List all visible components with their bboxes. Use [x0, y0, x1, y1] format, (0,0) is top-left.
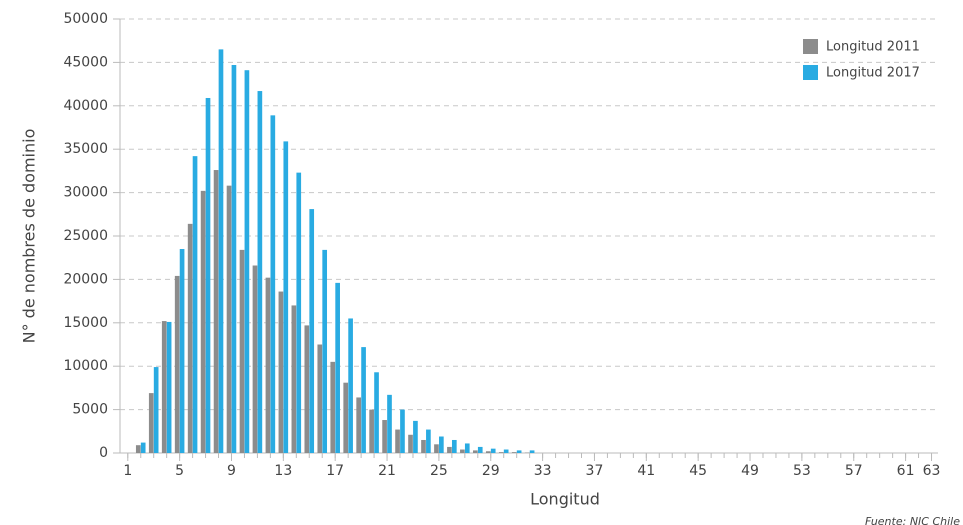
- bar: [498, 452, 504, 453]
- bar: [187, 223, 193, 453]
- bar: [283, 141, 289, 453]
- bar: [426, 429, 431, 453]
- y-tick-label: 10000: [63, 358, 108, 374]
- bar: [447, 446, 452, 453]
- x-tick-label: 5: [175, 463, 184, 479]
- bar: [135, 445, 141, 453]
- x-tick-label: 1: [123, 463, 132, 479]
- bar: [439, 436, 444, 453]
- bar: [244, 70, 250, 453]
- bar: [451, 439, 457, 453]
- x-tick-label: 41: [637, 463, 655, 479]
- bar: [218, 49, 224, 453]
- bar: [369, 409, 374, 453]
- bar: [166, 321, 172, 453]
- bar: [174, 275, 180, 453]
- bar: [460, 449, 465, 453]
- y-tick-label: 25000: [63, 228, 108, 244]
- bar: [434, 444, 439, 453]
- bar: [148, 393, 154, 453]
- bar: [348, 318, 353, 453]
- bar: [200, 190, 206, 453]
- legend-swatch: [803, 65, 818, 80]
- x-tick-label: 33: [534, 463, 552, 479]
- y-tick-label: 30000: [63, 185, 108, 201]
- bar: [252, 265, 258, 453]
- y-tick-label: 5000: [72, 402, 108, 418]
- x-tick-label: 57: [845, 463, 863, 479]
- bar: [265, 277, 271, 453]
- bar: [400, 409, 405, 453]
- bar: [413, 420, 418, 453]
- bar: [382, 420, 387, 453]
- y-tick-label: 0: [99, 445, 108, 461]
- bar: [291, 305, 297, 453]
- y-tick-label: 45000: [63, 54, 108, 70]
- bar: [356, 397, 362, 453]
- x-tick-label: 9: [227, 463, 236, 479]
- y-tick-label: 40000: [63, 98, 108, 114]
- y-tick-label: 35000: [63, 141, 108, 157]
- bar: [464, 443, 470, 453]
- bar: [153, 367, 159, 453]
- x-tick-label: 13: [274, 463, 292, 479]
- y-tick-label: 50000: [63, 11, 108, 27]
- bar: [205, 97, 211, 453]
- x-axis-title: Longitud: [530, 490, 600, 509]
- bar: [473, 450, 478, 453]
- bar: [503, 449, 509, 453]
- x-tick-label: 29: [482, 463, 500, 479]
- bar: [226, 185, 232, 453]
- x-tick-label: 63: [923, 463, 941, 479]
- x-tick-label: 61: [897, 463, 915, 479]
- bar: [192, 156, 198, 454]
- bar: [296, 172, 302, 454]
- bar: [335, 282, 340, 453]
- bar: [387, 394, 392, 453]
- legend-label: Longitud 2011: [826, 40, 920, 55]
- bar: [485, 451, 491, 453]
- y-tick-label: 20000: [63, 271, 108, 287]
- bar: [278, 291, 284, 453]
- legend-label: Longitud 2017: [826, 66, 920, 81]
- bar: [140, 442, 146, 453]
- bar: [231, 65, 237, 453]
- legend-swatch: [803, 39, 818, 54]
- bar: [421, 439, 426, 453]
- bar: [343, 382, 349, 453]
- bar: [408, 434, 413, 453]
- y-axis-title: N° de nombres de dominio: [20, 129, 39, 344]
- bar: [322, 249, 328, 453]
- x-tick-label: 25: [430, 463, 448, 479]
- x-tick-label: 45: [689, 463, 707, 479]
- source: Fuente: NIC Chile: [865, 515, 960, 525]
- x-tick-label: 49: [741, 463, 759, 479]
- bar: [374, 372, 379, 453]
- bar: [516, 450, 522, 453]
- bar: [511, 452, 517, 453]
- bar: [361, 347, 366, 453]
- bar: [477, 446, 483, 453]
- bar: [161, 321, 167, 453]
- bar: [213, 170, 219, 454]
- x-tick-label: 21: [378, 463, 396, 479]
- bar: [490, 448, 496, 453]
- bar: [257, 91, 263, 453]
- bar: [529, 450, 535, 453]
- bar: [395, 429, 400, 453]
- x-tick-label: 17: [326, 463, 344, 479]
- y-tick-label: 15000: [63, 315, 108, 331]
- bar: [317, 344, 323, 453]
- bar: [304, 325, 310, 453]
- bar: [330, 361, 336, 453]
- bar: [179, 249, 185, 453]
- x-tick-label: 37: [586, 463, 604, 479]
- bar: [309, 209, 315, 453]
- bar: [270, 115, 276, 454]
- x-tick-label: 53: [793, 463, 811, 479]
- bar: [239, 249, 245, 453]
